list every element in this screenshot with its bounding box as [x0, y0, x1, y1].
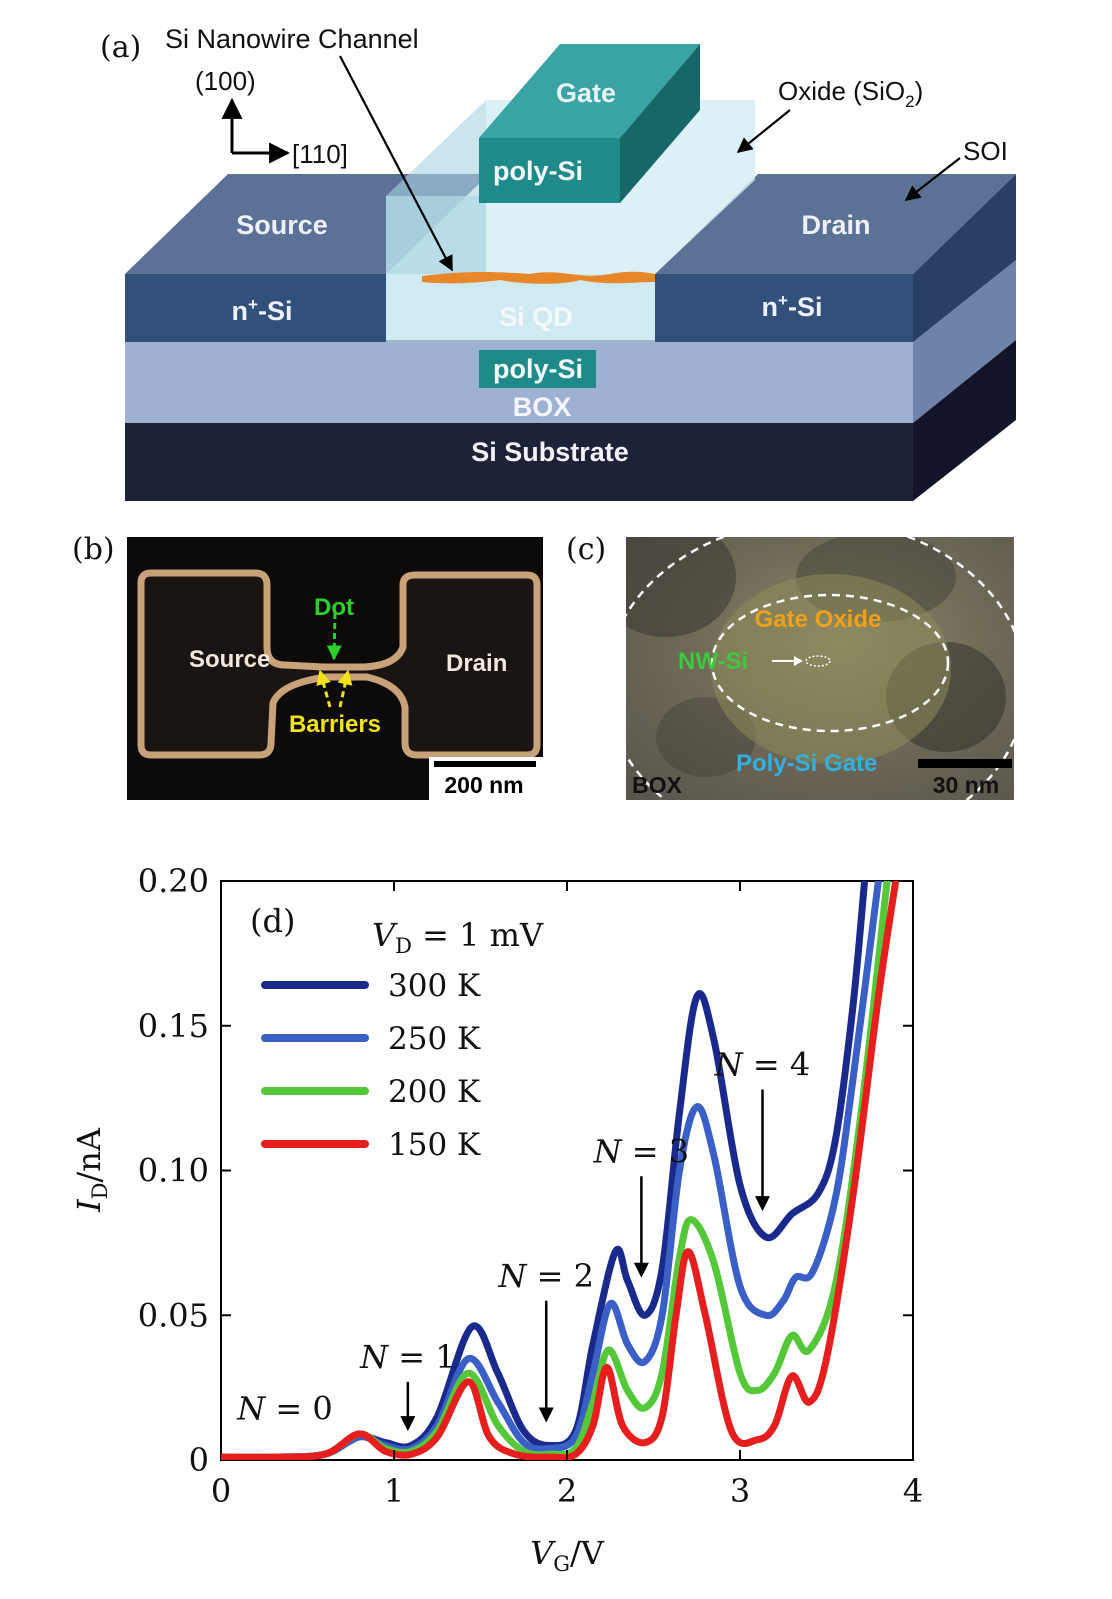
dot-label: Dot — [314, 594, 354, 621]
y-tick-label: 0.05 — [138, 1296, 209, 1334]
legend: 300 K 250 K 200 K 150 K — [261, 968, 481, 1163]
back-gate-label: poly-Si — [493, 354, 583, 384]
drain-slab — [655, 174, 1016, 342]
n-label: N = 1 — [359, 1338, 456, 1376]
soi-label: SOI — [963, 136, 1008, 166]
gate-label: Gate — [556, 78, 616, 108]
n-label: N = 2 — [497, 1257, 594, 1295]
drain-doping-label: n+-Si — [762, 291, 823, 322]
n-annotations: N = 0 N = 1 N = 2 N = 3 N = 4 — [236, 1045, 811, 1432]
quantum-dot-label: Si QD — [499, 302, 573, 332]
gate-stack — [479, 44, 700, 203]
sem-drain-label: Drain — [446, 650, 507, 677]
nw-si-label: NW-Si — [678, 648, 748, 675]
x-tick-label: 4 — [903, 1472, 923, 1510]
sem-source-label: Source — [189, 646, 270, 673]
substrate-label: Si Substrate — [471, 437, 629, 467]
nanowire-channel — [422, 271, 655, 284]
y-tick-label: 0 — [189, 1441, 209, 1479]
gate-material-label: poly-Si — [493, 156, 583, 186]
source-doping-label: n+-Si — [232, 295, 293, 326]
oxide-label: Oxide (SiO2) — [778, 76, 923, 111]
legend-label: 250 K — [388, 1021, 481, 1057]
n-label: N = 0 — [236, 1389, 333, 1427]
scalebar-line — [434, 761, 536, 767]
nanowire-cross-section — [805, 655, 831, 667]
series-line-150k — [221, 881, 900, 1460]
panel-d-chart: 0 1 2 3 400.050.100.150.20 N = 0N = 1N = 2N … — [70, 862, 923, 1576]
data-series — [221, 881, 900, 1460]
x-tick-label: 1 — [384, 1472, 404, 1510]
y-tick-label: 0.20 — [138, 862, 209, 900]
n-label: N = 4 — [714, 1045, 811, 1083]
x-axis-label: VG/V — [530, 1534, 605, 1576]
panel-b-sem-image: Source Drain Dot Barriers 200 nm — [127, 537, 543, 800]
y-tick-label: 0.10 — [138, 1152, 209, 1190]
drain-label: Drain — [801, 210, 870, 240]
x-tick-label: 0 — [211, 1472, 231, 1510]
tem-box-label: BOX — [632, 772, 683, 798]
gate-oxide-label: Gate Oxide — [755, 606, 882, 633]
dot-pointer — [326, 612, 342, 661]
legend-label: 300 K — [388, 968, 481, 1004]
tem-scalebar-line — [918, 759, 1012, 768]
panel-a-label: (a) — [100, 30, 142, 65]
nanowire-pointer — [339, 55, 453, 272]
gate-oxide-boundary — [710, 593, 950, 733]
back-gate-poly-si — [479, 350, 596, 388]
series-line-200k — [221, 881, 891, 1460]
tem-scalebar-label: 30 nm — [933, 772, 999, 798]
chart-panel-label: (d) — [250, 902, 295, 940]
orientation-normal: (100) — [195, 66, 256, 96]
plot-frame — [220, 880, 914, 1461]
panel-a-device-schematic: (100) [110] Si Nanowire Channel Gate pol… — [125, 24, 1016, 501]
box-label: BOX — [513, 392, 572, 422]
panel-c-label: (c) — [566, 532, 607, 567]
soi-pointer — [904, 157, 961, 201]
barriers-label: Barriers — [289, 711, 381, 738]
x-tick-label: 2 — [557, 1472, 577, 1510]
n-label: N = 3 — [593, 1132, 690, 1170]
sem-scalebar-label: 200 nm — [444, 772, 523, 798]
nanowire-label: Si Nanowire Channel — [165, 24, 419, 54]
source-label: Source — [236, 210, 328, 240]
axis-ticks: 0 1 2 3 4 0 0.05 0.10 0.15 0.20 — [138, 862, 923, 1510]
panel-c-tem-image: Gate Oxide NW-Si Poly-Si Gate BOX 30 nm — [626, 537, 1014, 800]
oxide-pointer — [736, 109, 791, 153]
orientation-direction: [110] — [292, 139, 348, 169]
y-tick-label: 0.15 — [138, 1007, 209, 1045]
x-tick-label: 3 — [730, 1472, 750, 1510]
legend-label: 200 K — [388, 1074, 481, 1110]
series-line-250k — [221, 881, 882, 1460]
series-line-300k — [221, 881, 869, 1460]
poly-gate-label: Poly-Si Gate — [736, 750, 877, 777]
barrier-pointer-right — [337, 669, 353, 708]
device-outline — [137, 569, 541, 759]
legend-label: 150 K — [388, 1127, 481, 1163]
orientation-axes — [221, 97, 291, 164]
vd-annotation: VD = 1 mV — [372, 916, 544, 958]
panel-b-label: (b) — [72, 532, 115, 567]
barrier-pointer-left — [316, 669, 332, 708]
y-axis-label: ID/nA — [70, 1127, 112, 1213]
